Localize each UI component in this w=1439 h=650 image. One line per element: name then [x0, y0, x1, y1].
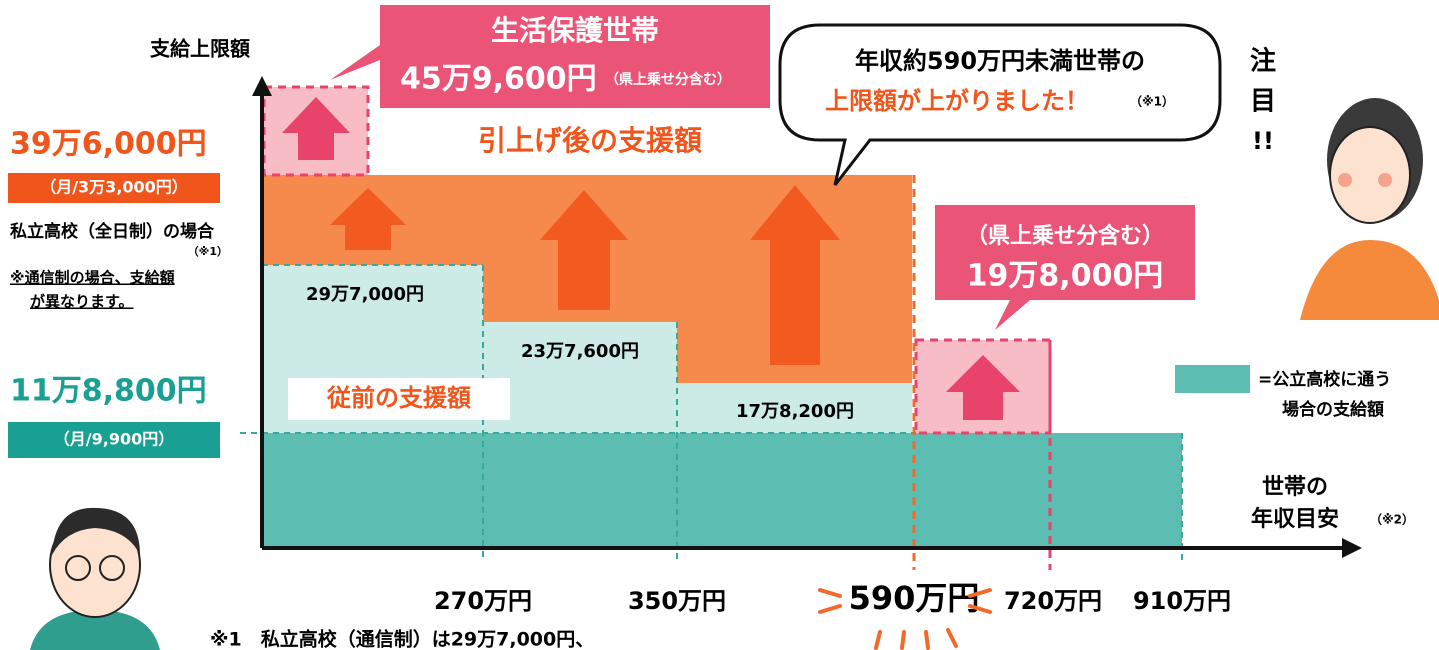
before-label: 従前の支援額 [326, 384, 471, 412]
public-area [262, 433, 1182, 548]
welfare-title: 生活保護世帯 [491, 14, 659, 47]
attention: 目 [1250, 87, 1276, 117]
x-tick-label: 720万円 [1004, 587, 1102, 615]
welfare-amount: 45万9,600円 [400, 62, 597, 97]
step-label: 29万7,000円 [306, 284, 424, 305]
bubble-line: 上限額が上がりました！ [825, 87, 1089, 115]
x-axis-label: 年収目安 [1251, 506, 1339, 532]
welfare-note: （県上乗せ分含む） [605, 71, 731, 88]
y-axis-label: 支給上限額 [150, 37, 250, 61]
x-tick-label: 350万円 [628, 587, 726, 615]
step-label: 17万8,200円 [736, 401, 854, 422]
private-case: 私立高校（全日制）の場合 [10, 221, 215, 242]
legend-swatch [1175, 365, 1250, 393]
private-note: ※通信制の場合、支給額 [10, 269, 175, 287]
x-axis-note: （※2） [1370, 512, 1414, 527]
bubble-line: 年収約590万円未満世帯の [855, 47, 1145, 75]
after-label: 引上げ後の支援額 [478, 124, 702, 157]
x-arrowhead [1342, 538, 1362, 558]
footnote: ※1 私立高校（通信制）は29万7,000円、 [210, 628, 594, 650]
x-axis-label: 世帯の [1262, 474, 1328, 500]
x-tick-label: 910万円 [1133, 587, 1231, 615]
attention: 注 [1250, 46, 1276, 77]
man-illustration [30, 508, 160, 650]
attention: !! [1252, 127, 1274, 155]
extra-note: （県上乗せ分含む） [966, 223, 1164, 249]
public-monthly: （月/9,900円） [54, 430, 174, 449]
legend-text: =公立高校に通う [1258, 369, 1391, 390]
public-amount: 11万8,800円 [10, 374, 207, 409]
x-tick-label: 590万円 [849, 579, 980, 617]
extra-amount: 19万8,000円 [967, 259, 1164, 294]
bubble-note: （※1） [1130, 94, 1174, 109]
private-note: が異なります。 [30, 293, 134, 311]
x-tick-label: 270万円 [434, 587, 532, 615]
private-monthly: （月/3万3,000円） [40, 178, 188, 197]
step-label: 23万7,600円 [521, 341, 639, 362]
private-amount: 39万6,000円 [10, 127, 207, 162]
infographic: 支給上限額 世帯の 年収目安 （※2） 270万円 350万円 590万円 72… [0, 0, 1439, 650]
woman-illustration [1300, 98, 1439, 320]
private-case-note: （※1） [188, 245, 228, 258]
legend-text: 場合の支給額 [1282, 399, 1384, 420]
